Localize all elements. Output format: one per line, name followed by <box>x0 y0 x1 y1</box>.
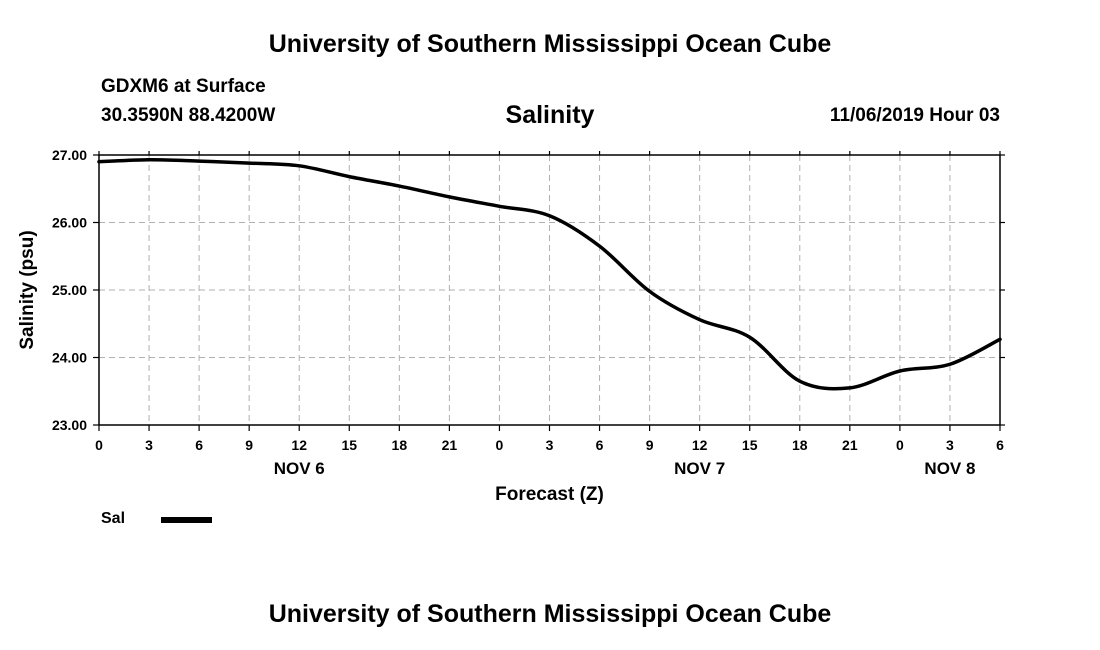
station-coordinates: 30.3590N 88.4200W <box>101 105 276 126</box>
series-line-sal <box>97 157 1002 391</box>
chart-title: Salinity <box>505 101 595 129</box>
x-tick-label: 0 <box>896 437 904 453</box>
data-point <box>197 159 201 163</box>
y-axis-label: Salinity (psu) <box>17 230 38 349</box>
data-point <box>748 336 751 339</box>
y-tick-label: 23.00 <box>52 417 87 433</box>
data-point <box>348 175 351 178</box>
x-tick-label: 18 <box>392 437 408 453</box>
bottom-title: University of Southern Mississippi Ocean… <box>268 600 832 628</box>
x-tick-label: 12 <box>692 437 708 453</box>
date-label: NOV 6 <box>274 459 325 478</box>
x-axis-label: Forecast (Z) <box>495 484 604 505</box>
x-tick-label: 21 <box>442 437 458 453</box>
data-point <box>898 369 902 373</box>
y-tick-label: 27.00 <box>52 147 87 163</box>
y-tick-label: 24.00 <box>52 350 87 366</box>
x-tick-label: 9 <box>245 437 253 453</box>
data-point <box>598 244 601 248</box>
x-tick-label: 15 <box>742 437 758 453</box>
data-point <box>97 160 101 163</box>
data-point <box>448 195 451 199</box>
x-tick-label: 3 <box>946 437 954 453</box>
x-tick-label: 6 <box>596 437 604 453</box>
station-name: GDXM6 at Surface <box>101 76 266 97</box>
x-tick-label: 0 <box>496 437 504 453</box>
data-point <box>298 164 301 167</box>
data-point <box>798 379 801 383</box>
x-tick-label: 12 <box>291 437 307 453</box>
data-point <box>548 214 551 217</box>
x-tick-label: 3 <box>145 437 153 453</box>
y-tick-label: 26.00 <box>52 215 87 231</box>
data-point <box>698 318 701 321</box>
data-point <box>498 205 501 208</box>
x-tick-label: 6 <box>996 437 1004 453</box>
x-tick-label: 9 <box>646 437 654 453</box>
x-tick-label: 18 <box>792 437 808 453</box>
x-tick-label: 6 <box>195 437 203 453</box>
date-label: NOV 7 <box>674 459 725 478</box>
forecast-datetime: 11/06/2019 Hour 03 <box>829 105 1000 126</box>
date-label: NOV 8 <box>924 459 975 478</box>
top-title: University of Southern Mississippi Ocean… <box>268 30 832 58</box>
data-point <box>948 363 952 366</box>
legend-swatch <box>161 517 212 523</box>
x-tick-label: 0 <box>95 437 103 453</box>
x-tick-label: 15 <box>341 437 357 453</box>
y-tick-label: 25.00 <box>52 282 87 298</box>
data-point <box>398 184 401 188</box>
data-point <box>247 161 251 165</box>
x-tick-label: 21 <box>842 437 858 453</box>
data-point <box>998 338 1002 341</box>
legend-label: Sal <box>101 510 126 527</box>
data-point <box>848 386 852 390</box>
data-point <box>147 158 151 161</box>
data-point <box>648 290 651 293</box>
x-tick-label: 3 <box>546 437 554 453</box>
